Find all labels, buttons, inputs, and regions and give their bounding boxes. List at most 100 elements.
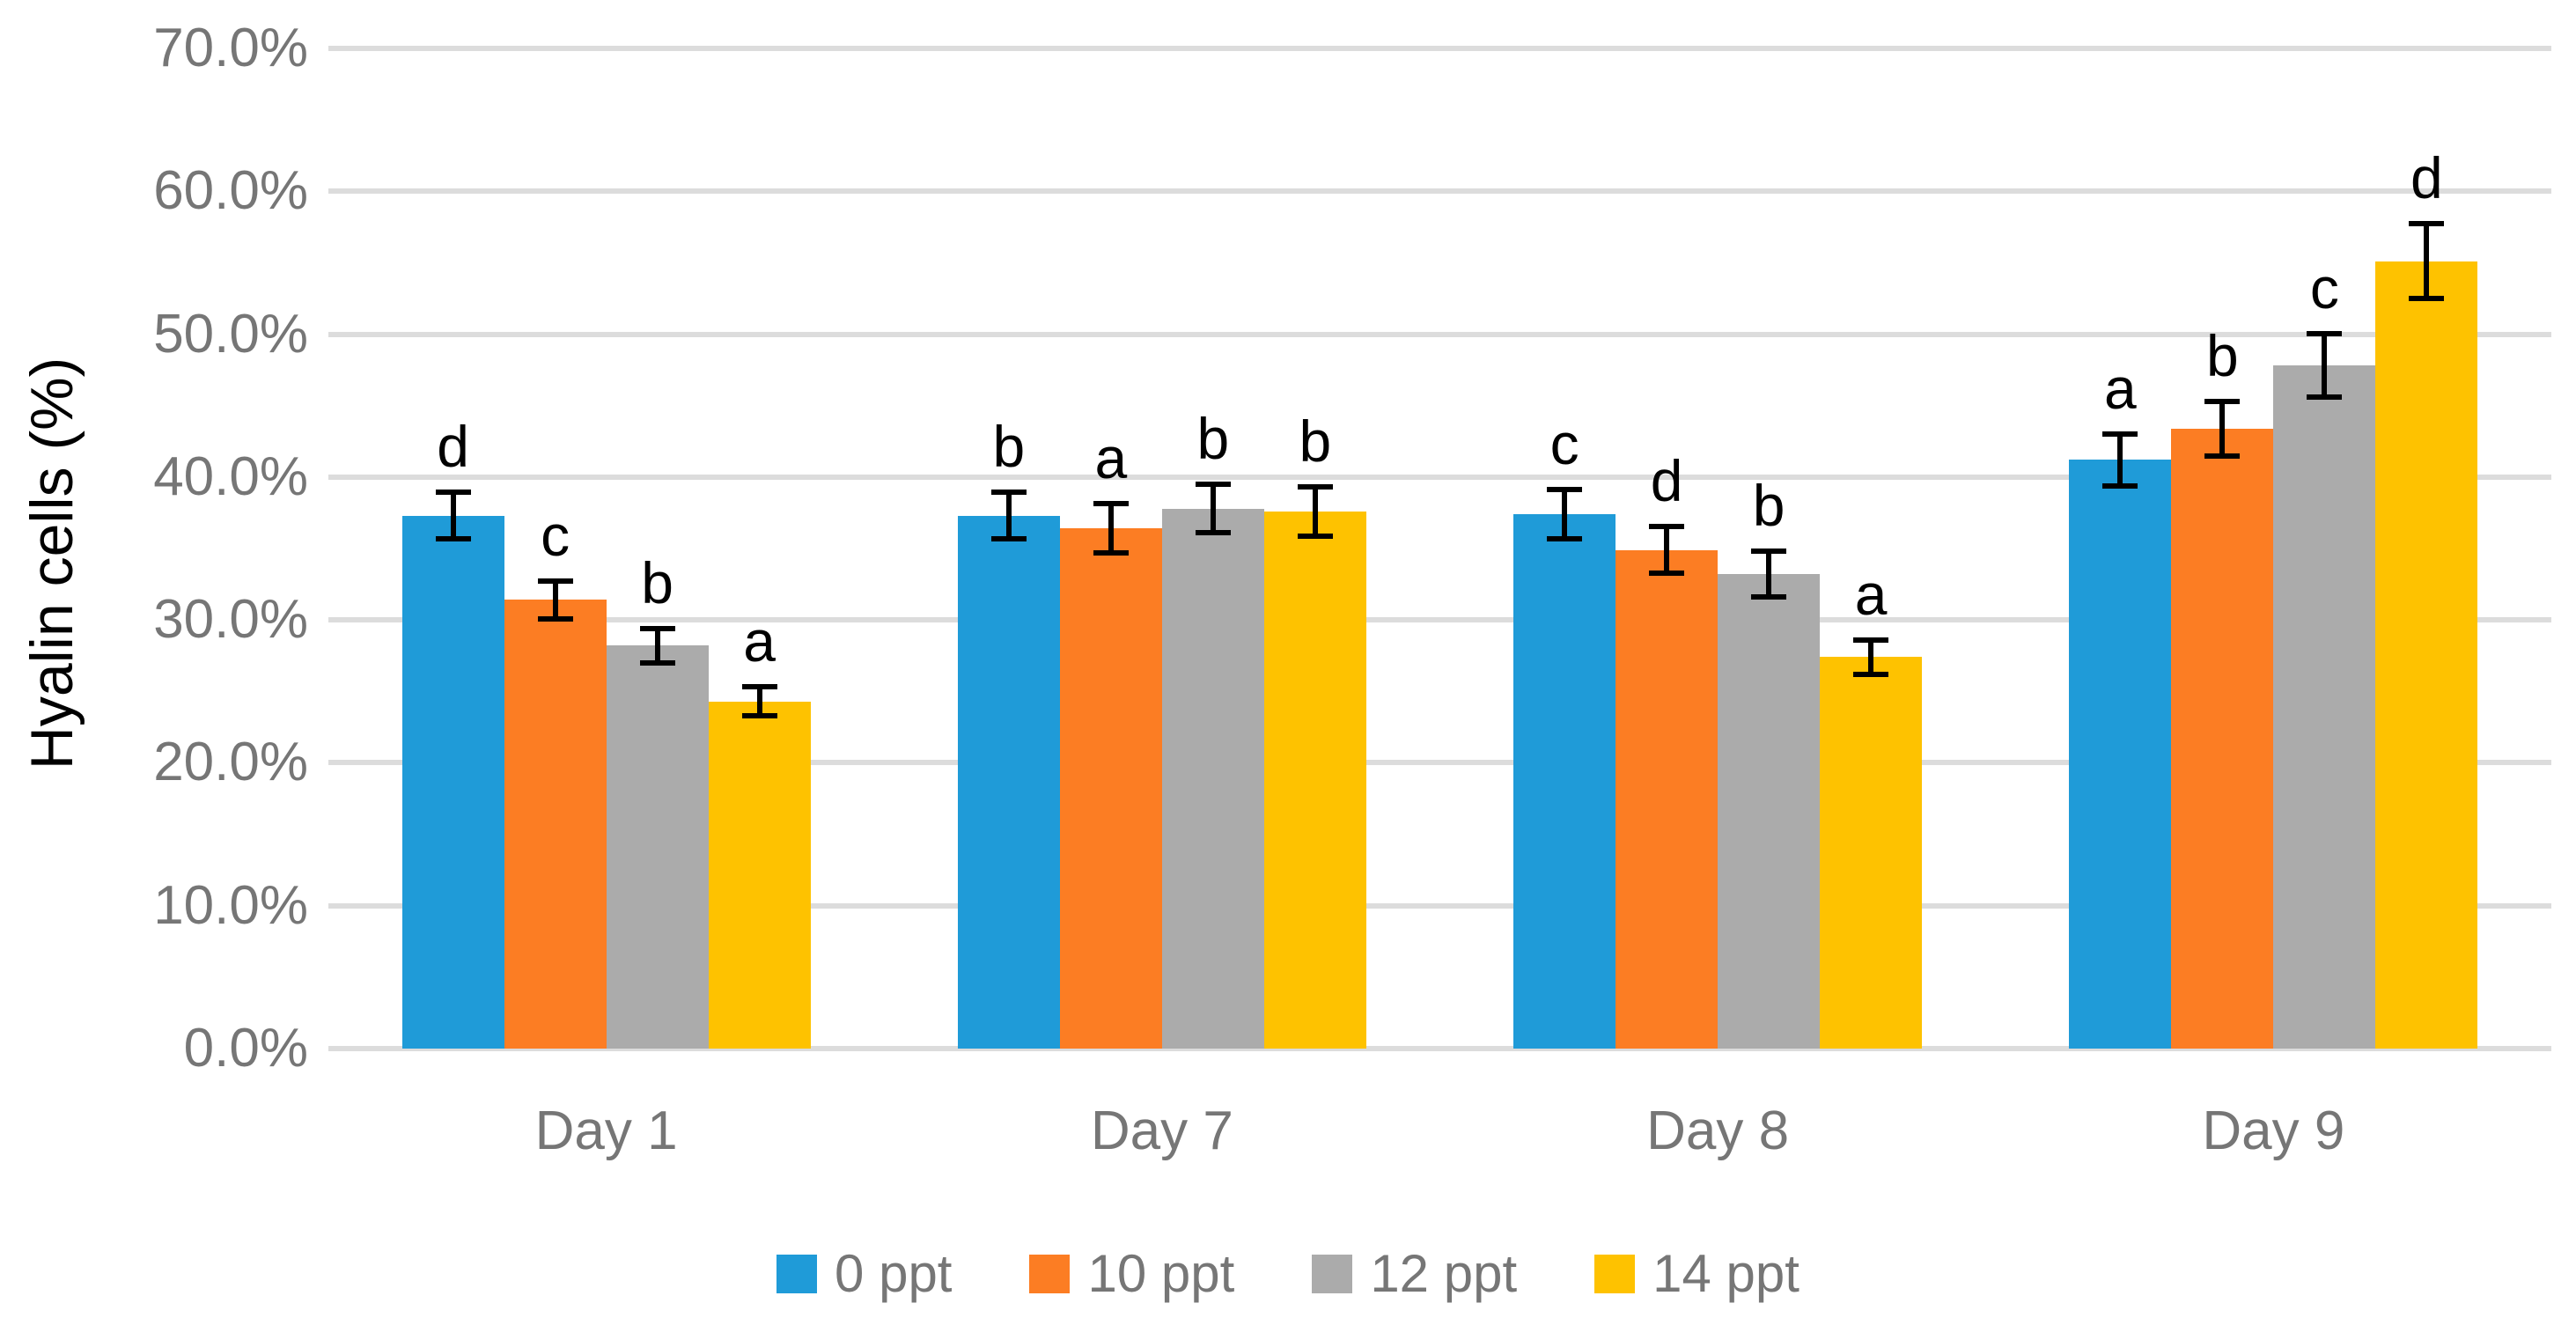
error-bar-top-cap: [1751, 548, 1787, 554]
error-bar: [2409, 221, 2445, 302]
error-bar-line: [2424, 221, 2430, 302]
legend-swatch: [1312, 1254, 1353, 1293]
bar-0-ppt-day-9: [2069, 460, 2172, 1049]
error-bar-bottom-cap: [1649, 570, 1685, 576]
y-tick-label: 50.0%: [153, 303, 308, 364]
bar-10-ppt-day-8: [1616, 549, 1719, 1049]
x-label-day-8: Day 8: [1646, 1101, 1790, 1161]
y-tick-label: 30.0%: [153, 589, 308, 651]
error-bar: [1547, 487, 1583, 541]
bar-10-ppt-day-7: [1059, 528, 1162, 1049]
error-bar-top-cap: [2102, 431, 2138, 437]
error-bar-bottom-cap: [1297, 533, 1333, 539]
significance-letter: c: [541, 503, 570, 569]
error-bar-bottom-cap: [2102, 482, 2138, 489]
y-tick-label: 0.0%: [183, 1018, 308, 1079]
gridline-60: [328, 188, 2551, 195]
significance-letter: b: [1752, 472, 1785, 538]
legend: 0 ppt 10 ppt 12 ppt 14 ppt: [0, 1243, 2576, 1304]
error-bar-line: [1664, 524, 1670, 576]
bar-group-day-9: a b c d: [1996, 33, 2551, 1049]
error-bar-bottom-cap: [435, 535, 471, 541]
error-bar: [1195, 481, 1231, 536]
gridline-70: [328, 45, 2551, 51]
error-bar: [2307, 331, 2343, 401]
error-bar: [741, 684, 777, 719]
legend-item-10-ppt: 10 ppt: [1029, 1243, 1234, 1304]
y-axis-tick-labels: 0.0% 10.0% 20.0% 30.0% 40.0% 50.0% 60.0% 70.0%: [0, 0, 308, 1340]
legend-swatch: [1594, 1254, 1636, 1293]
bar-10-ppt-day-1: [504, 600, 607, 1049]
error-bar-top-cap: [2307, 331, 2343, 337]
y-tick-label: 60.0%: [153, 160, 308, 222]
significance-letter: d: [437, 414, 469, 480]
error-bar-bottom-cap: [990, 535, 1027, 541]
error-bar: [1751, 548, 1787, 600]
legend-item-14-ppt: 14 ppt: [1594, 1243, 1800, 1304]
legend-label: 10 ppt: [1087, 1244, 1235, 1303]
significance-letter: b: [992, 414, 1026, 480]
significance-letter: a: [743, 608, 776, 674]
plot-area: d c b a b a b b c d b a a b c d: [328, 33, 2551, 1051]
legend-swatch: [1029, 1254, 1071, 1293]
error-bar: [1093, 501, 1129, 556]
x-label-day-1: Day 1: [534, 1101, 678, 1161]
bar-14-ppt-day-8: [1820, 657, 1923, 1049]
error-bar-bottom-cap: [2307, 394, 2343, 401]
bar-group-day-1: d c b a: [328, 33, 884, 1049]
error-bar-bottom-cap: [537, 615, 573, 622]
error-bar-top-cap: [1195, 481, 1231, 487]
significance-letter: a: [1854, 561, 1888, 627]
bar-group-day-8: c d b a: [1440, 33, 1996, 1049]
error-bar-line: [1312, 483, 1318, 539]
error-bar-top-cap: [1547, 487, 1583, 493]
y-tick-label: 20.0%: [153, 732, 308, 793]
error-bar-line: [1868, 637, 1874, 678]
x-axis-category-labels: Day 1 Day 7 Day 8 Day 9: [328, 1092, 2551, 1171]
error-bar-line: [552, 578, 558, 622]
bar-14-ppt-day-7: [1263, 511, 1366, 1049]
error-bar-top-cap: [435, 490, 471, 496]
error-bar-line: [2322, 331, 2328, 401]
error-bar-bottom-cap: [1093, 550, 1129, 556]
legend-item-12-ppt: 12 ppt: [1312, 1243, 1517, 1304]
bar-0-ppt-day-7: [957, 515, 1060, 1049]
error-bar-top-cap: [1853, 637, 1889, 643]
error-bar-bottom-cap: [741, 713, 777, 719]
significance-letter: a: [2104, 355, 2137, 421]
significance-letter: d: [1650, 448, 1683, 514]
legend-item-0-ppt: 0 ppt: [776, 1243, 952, 1304]
legend-label: 12 ppt: [1370, 1244, 1518, 1303]
x-label-day-9: Day 9: [2202, 1101, 2345, 1161]
legend-label: 14 ppt: [1652, 1244, 1800, 1303]
legend-swatch: [776, 1254, 818, 1293]
error-bar-line: [1108, 501, 1114, 556]
gridline-40: [328, 474, 2551, 480]
error-bar-bottom-cap: [2409, 296, 2445, 302]
bar-12-ppt-day-9: [2273, 365, 2376, 1049]
error-bar-bottom-cap: [2204, 453, 2241, 459]
bar-12-ppt-day-1: [606, 645, 709, 1049]
x-label-day-7: Day 7: [1090, 1101, 1233, 1161]
error-bar-bottom-cap: [639, 660, 675, 666]
error-bar-top-cap: [537, 578, 573, 585]
significance-letter: b: [1196, 405, 1230, 471]
significance-letter: b: [2206, 322, 2239, 388]
bar-12-ppt-day-8: [1718, 574, 1821, 1049]
error-bar-line: [1766, 548, 1772, 600]
error-bar-line: [1005, 490, 1012, 541]
error-bar-top-cap: [2204, 398, 2241, 404]
legend-label: 0 ppt: [835, 1244, 953, 1303]
error-bar: [639, 625, 675, 666]
y-tick-label: 40.0%: [153, 445, 308, 507]
gridline-30: [328, 617, 2551, 623]
error-bar-top-cap: [2409, 221, 2445, 227]
error-bar-line: [1562, 487, 1568, 541]
error-bar: [1853, 637, 1889, 678]
error-bar-line: [654, 625, 660, 666]
significance-letter: d: [2410, 145, 2443, 211]
error-bar: [990, 490, 1027, 541]
y-tick-label: 10.0%: [153, 874, 308, 936]
